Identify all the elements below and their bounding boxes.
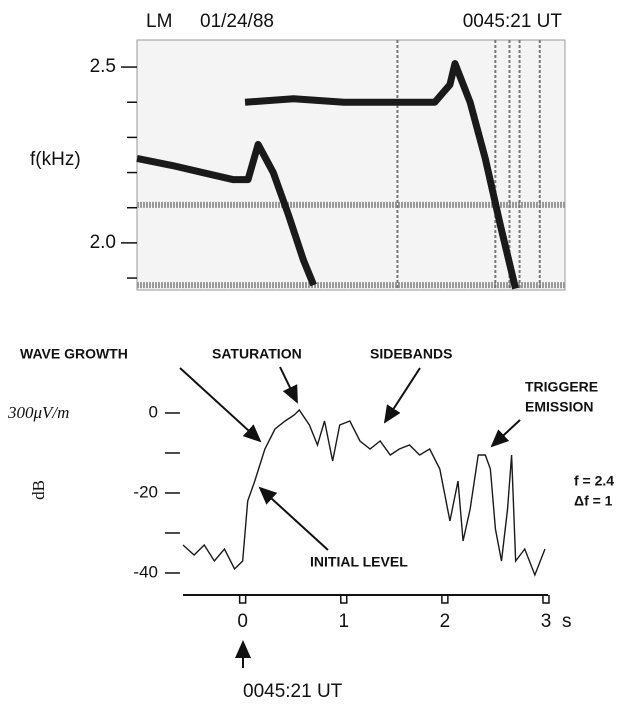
x-tick xyxy=(340,595,348,604)
annotation: SATURATION xyxy=(212,346,302,362)
x-tick xyxy=(238,595,247,604)
x-tick-label: 1 xyxy=(338,611,349,632)
footnote: 0045:21 UT xyxy=(243,681,343,702)
annotation: SIDEBANDS xyxy=(370,346,452,362)
annotation-arrows xyxy=(179,366,521,668)
annotation: WAVE GROWTH xyxy=(20,346,128,362)
x-tick-label: 0 xyxy=(237,611,248,632)
annotation: Δf = 1 xyxy=(574,493,613,509)
annotation: EMISSION xyxy=(525,399,593,415)
annotation: f = 2.4 xyxy=(574,473,614,489)
y-tick-label: 2.5 xyxy=(90,56,116,77)
header-time: 0045:21 UT xyxy=(463,11,563,32)
y-tick-label: 0 xyxy=(149,402,158,421)
emission-trace xyxy=(136,140,317,287)
y-tick-label: 2.0 xyxy=(90,232,116,253)
x-tick xyxy=(542,595,550,604)
spectrogram-frame xyxy=(136,39,566,291)
amplitude-line xyxy=(182,408,546,577)
header-date: 01/24/88 xyxy=(200,11,274,32)
y-axis-label: dB xyxy=(29,480,48,500)
y-axis-label: f(kHz) xyxy=(30,149,81,170)
annotation: INITIAL LEVEL xyxy=(310,554,408,570)
emission-trace xyxy=(244,60,519,290)
y-tick-label: -20 xyxy=(133,482,158,501)
y-unit-label: 300μV/m xyxy=(7,403,69,422)
header-left: LM xyxy=(146,11,172,32)
x-tick xyxy=(441,595,449,604)
x-unit-label: s xyxy=(562,611,572,632)
x-tick-label: 2 xyxy=(440,611,451,632)
x-tick-label: 3 xyxy=(541,611,552,632)
y-tick-label: -40 xyxy=(133,562,158,581)
annotation: TRIGGERE xyxy=(525,379,598,395)
